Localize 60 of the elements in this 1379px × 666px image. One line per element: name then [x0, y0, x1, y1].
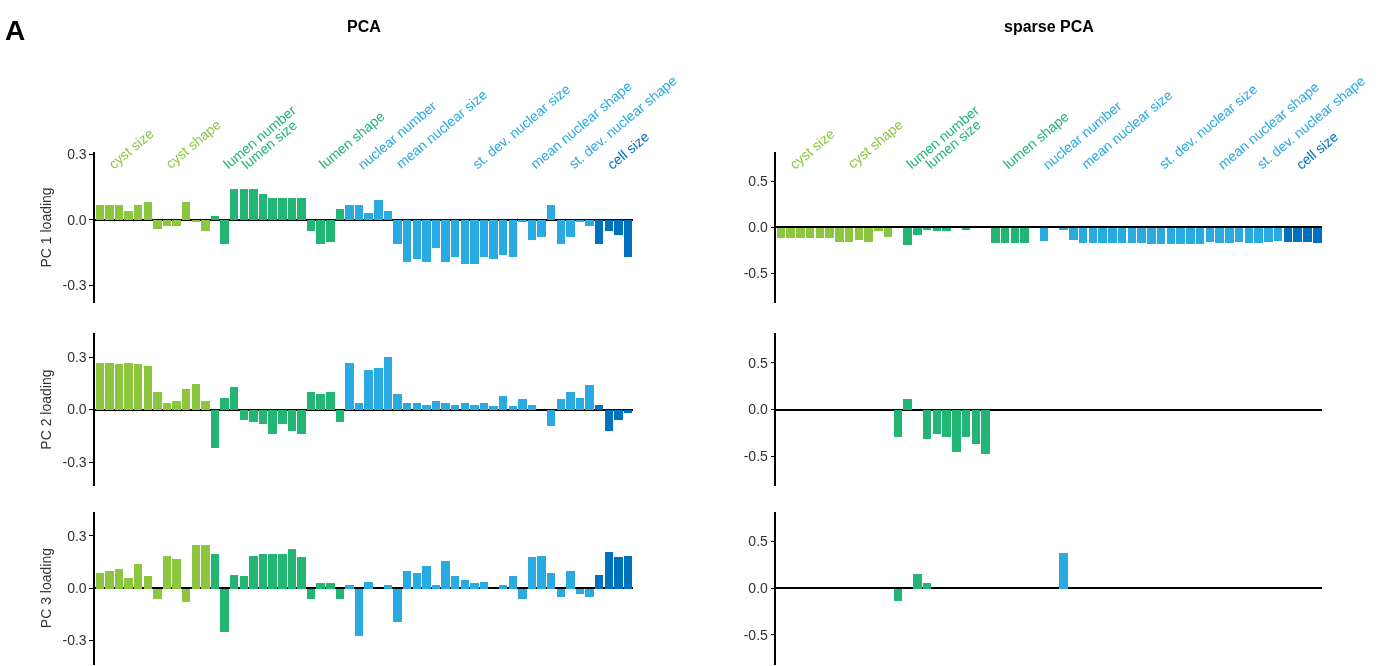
- bar: [144, 575, 153, 589]
- bar: [307, 588, 316, 599]
- bar: [211, 553, 220, 589]
- bar: [355, 588, 364, 636]
- bar: [894, 588, 903, 601]
- y-tick-label: -0.3: [62, 277, 87, 294]
- bar: [499, 584, 508, 589]
- bar: [230, 188, 239, 220]
- bar: [182, 588, 191, 602]
- y-axis-title: PC 2 loading: [37, 369, 54, 450]
- y-tick-label: 0.5: [748, 533, 769, 550]
- y-tick-label: -0.3: [62, 453, 87, 470]
- bar: [230, 574, 239, 589]
- y-tick-label: -0.3: [62, 632, 87, 649]
- bar: [547, 204, 556, 220]
- bar: [336, 588, 345, 599]
- chart-title: sparse PCA: [1004, 18, 1095, 35]
- y-tick-label: 0.0: [748, 401, 769, 418]
- text: A: [5, 15, 26, 46]
- annotation: cyst size: [105, 125, 157, 173]
- y-tick-label: 0.0: [748, 580, 769, 597]
- bar: [393, 588, 403, 622]
- y-tick-label: -0.5: [743, 626, 769, 643]
- bar: [211, 215, 220, 220]
- annotation: cyst size: [786, 125, 838, 173]
- bar: [547, 409, 556, 426]
- bar: [509, 575, 518, 589]
- y-tick-label: -0.5: [743, 448, 769, 465]
- y-tick-label: 0.5: [748, 173, 769, 190]
- bar: [220, 588, 230, 632]
- chart-title: PCA: [347, 18, 382, 35]
- y-tick-label: 0.3: [67, 527, 87, 544]
- bar: [595, 404, 604, 410]
- y-tick-label: 0.0: [67, 401, 87, 418]
- bar: [153, 588, 163, 599]
- bar: [566, 570, 576, 589]
- bar: [336, 409, 345, 422]
- bar: [211, 409, 220, 448]
- y-axis-title: PC 1 loading: [37, 187, 54, 268]
- bar: [384, 584, 393, 589]
- y-axis-title: PC 3 loading: [37, 548, 54, 629]
- y-tick-label: 0.3: [67, 145, 87, 162]
- bar: [345, 584, 355, 589]
- bar: [220, 219, 230, 244]
- bar: [595, 219, 604, 244]
- y-tick-label: -0.5: [743, 265, 769, 282]
- bar: [518, 588, 528, 599]
- bar: [1059, 552, 1069, 589]
- y-tick-label: 0.0: [748, 219, 769, 236]
- y-tick-label: 0.0: [67, 211, 87, 228]
- bar: [336, 208, 345, 220]
- bar: [182, 201, 191, 220]
- bar: [364, 581, 374, 589]
- y-tick-label: 0.5: [748, 354, 769, 371]
- bar: [144, 201, 153, 220]
- y-tick-label: 0.3: [67, 349, 87, 366]
- y-tick-label: 0.0: [67, 580, 87, 597]
- bar: [595, 574, 604, 589]
- bar: [403, 570, 412, 589]
- bar: [557, 588, 566, 597]
